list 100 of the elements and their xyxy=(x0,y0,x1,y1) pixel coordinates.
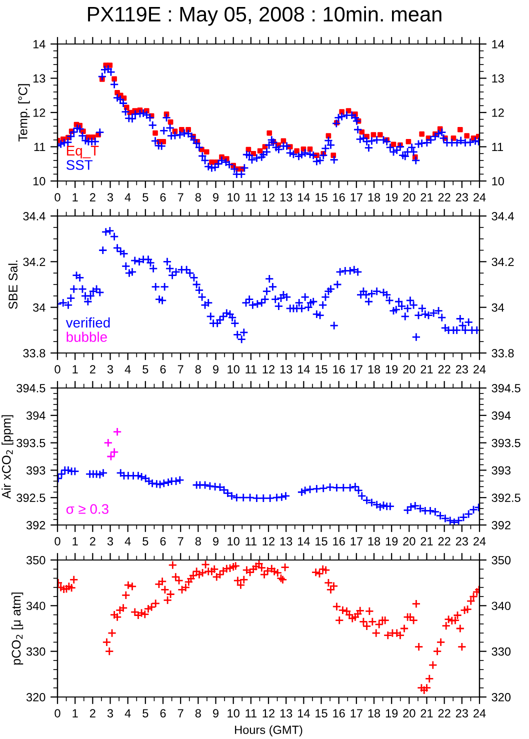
x-tick-label: 23 xyxy=(456,537,468,546)
x-tick-label: 8 xyxy=(195,193,201,202)
x-tick-label: 12 xyxy=(262,709,274,718)
x-tick-label: 6 xyxy=(160,365,166,374)
chart-title: PX119E : May 05, 2008 : 10min. mean xyxy=(88,6,442,26)
x-tick-label: 9 xyxy=(213,193,218,202)
y2-tick-label: 320 xyxy=(492,693,511,702)
x-tick-label: 3 xyxy=(107,365,114,374)
x-tick-label: 22 xyxy=(438,193,450,202)
point xyxy=(110,448,119,457)
y2-tick-label: 393.5 xyxy=(492,438,520,448)
y2-tick-label: 394 xyxy=(492,411,511,420)
y2-tick-label: 11 xyxy=(492,142,503,152)
x-tick-label: 3 xyxy=(107,709,114,718)
y-axis-title: Air xCO$_{2}$ [ppm] xyxy=(2,415,14,499)
x-tick-label: 19 xyxy=(386,365,398,374)
x-tick-label: 10 xyxy=(228,365,240,374)
y2-tick-label: 34 xyxy=(492,303,504,312)
x-tick-label: 16 xyxy=(333,537,345,546)
x-tick-label: 10 xyxy=(228,193,240,202)
x-tick-label: 10 xyxy=(228,537,240,546)
x-tick-label: 7 xyxy=(178,193,184,202)
y2-tick-label: 13 xyxy=(492,74,504,83)
y2-tick-label: 394.5 xyxy=(492,384,520,392)
y2-tick-label: 12 xyxy=(492,108,504,117)
y-tick-label: 13 xyxy=(33,74,46,83)
x-tick-label: 18 xyxy=(368,537,380,546)
x-tick-label: 1 xyxy=(72,193,78,202)
x-tick-label: 6 xyxy=(160,537,166,546)
x-tick-label: 17 xyxy=(350,537,362,546)
x-tick-label: 8 xyxy=(195,365,201,374)
x-tick-label: 6 xyxy=(160,709,166,718)
x-tick-label: 24 xyxy=(474,537,486,546)
x-tick-label: 12 xyxy=(262,365,274,374)
y-axis-title: pCO$_{2}$ [μ atm] xyxy=(11,592,24,665)
x-tick-label: 9 xyxy=(213,365,218,374)
x-tick-label: 11 xyxy=(246,193,256,202)
x-tick-label: 24 xyxy=(474,709,486,718)
y2-tick-label: 33.8 xyxy=(492,349,514,358)
y-tick-label: 34.2 xyxy=(23,258,46,266)
x-tick-label: 15 xyxy=(316,537,328,546)
x-tick-label: 4 xyxy=(124,537,131,546)
x-tick-label: 9 xyxy=(213,537,218,546)
x-tick-label: 1 xyxy=(72,365,78,374)
y-tick-label: 340 xyxy=(26,602,46,610)
x-tick-label: 14 xyxy=(298,709,310,718)
x-tick-label: 17 xyxy=(350,365,362,374)
x-tick-label: 2 xyxy=(90,365,96,374)
x-tick-label: 20 xyxy=(403,709,416,718)
x-tick-label: 20 xyxy=(403,537,416,546)
y-tick-label: 394 xyxy=(26,411,46,420)
y-tick-label: 393.5 xyxy=(16,438,46,448)
x-tick-label: 8 xyxy=(195,537,201,546)
legend-label: bubble xyxy=(66,332,107,342)
y2-tick-label: 393 xyxy=(492,466,510,475)
x-tick-label: 5 xyxy=(142,365,148,374)
x-tick-label: 21 xyxy=(420,537,433,546)
x-tick-label: 7 xyxy=(178,365,184,374)
y-tick-label: 392.5 xyxy=(16,494,46,502)
x-tick-label: 17 xyxy=(350,709,362,718)
x-tick-label: 4 xyxy=(124,193,131,202)
y-tick-label: 393 xyxy=(26,466,46,475)
y-tick-label: 34 xyxy=(33,303,46,312)
x-tick-label: 13 xyxy=(280,537,292,546)
x-tick-label: 21 xyxy=(420,365,433,374)
x-tick-label: 14 xyxy=(298,193,310,202)
point xyxy=(104,438,113,448)
y2-tick-label: 330 xyxy=(492,647,511,656)
series-label: SST xyxy=(66,160,93,170)
x-tick-label: 1 xyxy=(72,709,78,718)
y2-tick-label: 340 xyxy=(492,602,511,610)
y-tick-label: 10 xyxy=(33,177,46,186)
x-tick-label: 20 xyxy=(403,365,416,374)
x-tick-label: 23 xyxy=(456,193,468,202)
x-tick-label: 0 xyxy=(54,537,60,546)
x-tick-label: 8 xyxy=(195,709,201,718)
y2-tick-label: 34.4 xyxy=(492,212,514,220)
y-tick-label: 12 xyxy=(33,108,46,117)
x-tick-label: 13 xyxy=(280,193,292,202)
x-axis-title: Hours (GMT) xyxy=(235,725,302,736)
x-tick-label: 19 xyxy=(386,193,398,202)
x-tick-label: 22 xyxy=(438,537,450,546)
x-tick-label: 18 xyxy=(368,365,380,374)
x-tick-label: 9 xyxy=(213,709,218,718)
x-tick-label: 13 xyxy=(280,709,292,718)
x-tick-label: 0 xyxy=(54,193,60,202)
x-tick-label: 7 xyxy=(178,709,184,718)
y-axis-title: SBE Sal. xyxy=(8,260,18,309)
x-tick-label: 24 xyxy=(474,193,486,202)
x-tick-label: 15 xyxy=(316,193,328,202)
x-tick-label: 23 xyxy=(456,365,468,374)
x-tick-label: 12 xyxy=(262,537,274,546)
x-tick-label: 22 xyxy=(438,709,450,718)
y2-tick-label: 10 xyxy=(492,177,504,186)
x-tick-label: 2 xyxy=(90,537,96,546)
x-tick-label: 13 xyxy=(280,365,292,374)
y2-tick-label: 350 xyxy=(492,556,511,564)
x-tick-label: 12 xyxy=(262,193,274,202)
x-tick-label: 23 xyxy=(456,709,468,718)
x-tick-label: 22 xyxy=(438,365,450,374)
